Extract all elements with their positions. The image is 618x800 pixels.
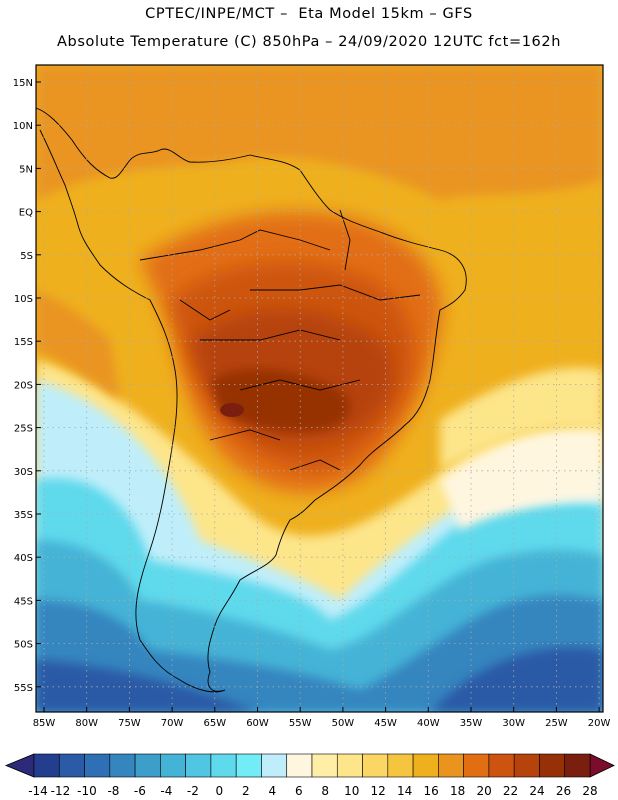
colorbar-box [109, 753, 136, 778]
title-line-2: Absolute Temperature (C) 850hPa – 24/09/… [57, 34, 561, 50]
colorbar-label: 6 [295, 784, 303, 798]
lat-label: 25S [14, 424, 33, 435]
title-line-1: CPTEC/INPE/MCT – Eta Model 15km – GFS [145, 6, 473, 22]
colorbar-box [539, 753, 566, 778]
colorbar-box [235, 753, 262, 778]
colorbar-box [160, 753, 186, 778]
lon-label: 35W [460, 718, 483, 729]
lat-label: 55S [14, 683, 33, 694]
colorbar-box [311, 753, 338, 778]
colorbar-box [438, 753, 464, 778]
lat-label: 5N [19, 164, 33, 175]
lat-lon-grid [36, 65, 603, 712]
lat-label: 20S [14, 380, 33, 391]
colorbar-box [261, 753, 288, 778]
colorbar-box [336, 753, 363, 778]
lon-label: 50W [332, 718, 355, 729]
colorbar-label: -8 [107, 784, 119, 798]
colorbar-label: -2 [187, 784, 199, 798]
lon-label: 25W [545, 718, 568, 729]
lat-label: 10S [14, 294, 33, 305]
colorbar-label: 18 [450, 784, 465, 798]
colorbar-boxes [4, 753, 615, 778]
colorbar-under-arrow [4, 753, 35, 778]
lon-label: 75W [118, 718, 141, 729]
colorbar-label: 10 [344, 784, 359, 798]
lon-label: 65W [203, 718, 226, 729]
lon-label: 80W [75, 718, 98, 729]
colorbar-box [362, 753, 389, 778]
lat-label: 5S [20, 251, 33, 262]
colorbar-label: 22 [503, 784, 518, 798]
colorbar-label: 26 [556, 784, 571, 798]
colorbar-box [513, 753, 540, 778]
colorbar-label: -12 [51, 784, 71, 798]
lon-label: 30W [502, 718, 525, 729]
colorbar-box [463, 753, 490, 778]
colorbar-label: -4 [160, 784, 172, 798]
colorbar-box [58, 753, 85, 778]
lon-label: 55W [289, 718, 312, 729]
colorbar-label: 8 [321, 784, 329, 798]
colorbar-label: -6 [134, 784, 146, 798]
lat-label: 15S [14, 337, 33, 348]
colorbar-label: -14 [28, 784, 48, 798]
colorbar-box [84, 753, 111, 778]
temperature-field [36, 65, 603, 712]
lat-label: 45S [14, 596, 33, 607]
colorbar-box [185, 753, 212, 778]
longitude-labels: 85W 80W 75W 70W 65W 60W 55W 50W 45W 40W 35W 30W 25W 2… [33, 718, 611, 729]
colorbar-label: 14 [397, 784, 412, 798]
colorbar-box [33, 753, 60, 778]
lon-label: 20W [588, 718, 611, 729]
lat-label: 15N [13, 78, 33, 89]
axis-ticks [36, 81, 600, 712]
lat-label: 30S [14, 467, 33, 478]
lon-label: 85W [33, 718, 56, 729]
colorbar-label: 20 [476, 784, 491, 798]
lat-label: EQ [19, 208, 33, 219]
lat-label: 10N [13, 121, 33, 132]
colorbar-label: 2 [242, 784, 250, 798]
lon-label: 60W [246, 718, 269, 729]
lon-label: 40W [417, 718, 440, 729]
colorbar-box [488, 753, 515, 778]
lon-label: 70W [161, 718, 184, 729]
colorbar-box [387, 753, 414, 778]
lat-label: 35S [14, 510, 33, 521]
colorbar-box [564, 753, 591, 778]
map-frame [35, 64, 604, 713]
lat-label: 40S [14, 553, 33, 564]
colorbar-over-arrow [589, 753, 615, 778]
colorbar-label: 16 [424, 784, 439, 798]
lon-label: 45W [374, 718, 397, 729]
colorbar-label: 28 [582, 784, 597, 798]
colorbar-labels: -14 -12 -10 -8 -6 -4 -2 0 2 4 6 8 10 12 14 16 18 20 22 24 26… [28, 784, 597, 798]
colorbar-label: -10 [77, 784, 97, 798]
colorbar-box [134, 753, 161, 778]
latitude-labels: 15N 10N 5N EQ 5S 10S 15S 20S 25S 30S 35S 40S 45S 50S 5… [13, 78, 33, 694]
colorbar-box [412, 753, 439, 778]
colorbar-label: 0 [216, 784, 224, 798]
colorbar-label: 24 [529, 784, 544, 798]
colorbar-box [286, 753, 313, 778]
colorbar-label: 12 [371, 784, 386, 798]
colorbar-label: 4 [268, 784, 276, 798]
lat-label: 50S [14, 640, 33, 651]
colorbar-box [210, 753, 237, 778]
